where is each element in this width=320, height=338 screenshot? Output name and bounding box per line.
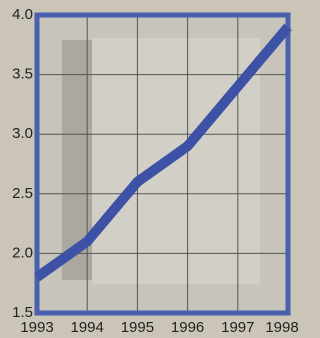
y-tick-label: 2.0 xyxy=(12,244,33,261)
x-tick-label: 1995 xyxy=(121,319,154,336)
x-tick-label: 1998 xyxy=(265,319,298,336)
y-tick-label: 3.0 xyxy=(12,125,33,142)
y-tick-label: 2.5 xyxy=(12,185,33,202)
x-tick-label: 1993 xyxy=(20,319,53,336)
y-tick-label: 4.0 xyxy=(12,6,33,23)
x-tick-label: 1996 xyxy=(171,319,204,336)
y-tick-label: 3.5 xyxy=(12,66,33,83)
x-tick-label: 1994 xyxy=(71,319,104,336)
page: 1.52.02.53.03.54.01993199419951996199719… xyxy=(0,0,320,338)
x-tick-label: 1997 xyxy=(221,319,254,336)
